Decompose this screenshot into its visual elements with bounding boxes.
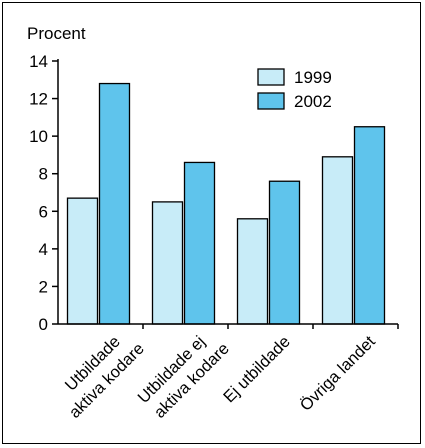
x-tick-label: Ej utbildade [220,333,294,407]
bar-2002-2 [268,180,301,325]
y-tick-label: 10 [29,127,48,146]
bar-2002-3 [353,126,386,325]
y-tick-label: 6 [39,202,48,221]
legend-label-2002: 2002 [294,92,332,111]
y-tick-label: 8 [39,165,48,184]
legend-label-1999: 1999 [294,68,332,87]
bar-1999-3 [321,156,354,325]
bar-2002-0 [98,82,131,325]
y-tick-label: 2 [39,277,48,296]
legend-swatch-1999 [257,68,285,86]
chart-frame: Procent 0 2 4 6 8 10 12 14 Utbildade aktiva kodar… [2,2,421,444]
bar-1999-2 [236,218,269,325]
y-axis-label: Procent [27,24,86,43]
bar-1999-0 [66,197,99,325]
x-tick-label-group: Övriga landet [297,332,379,414]
bar-2002-1 [183,161,216,325]
legend-swatch-2002 [257,92,285,110]
bar-1999-1 [151,201,184,325]
x-tick-label: Övriga landet [297,332,379,414]
y-tick-label: 14 [29,52,48,71]
y-tick-label: 12 [29,90,48,109]
x-tick-label-group: Ej utbildade [220,333,294,407]
y-tick-label: 0 [39,315,48,334]
y-tick-label: 4 [39,240,48,259]
